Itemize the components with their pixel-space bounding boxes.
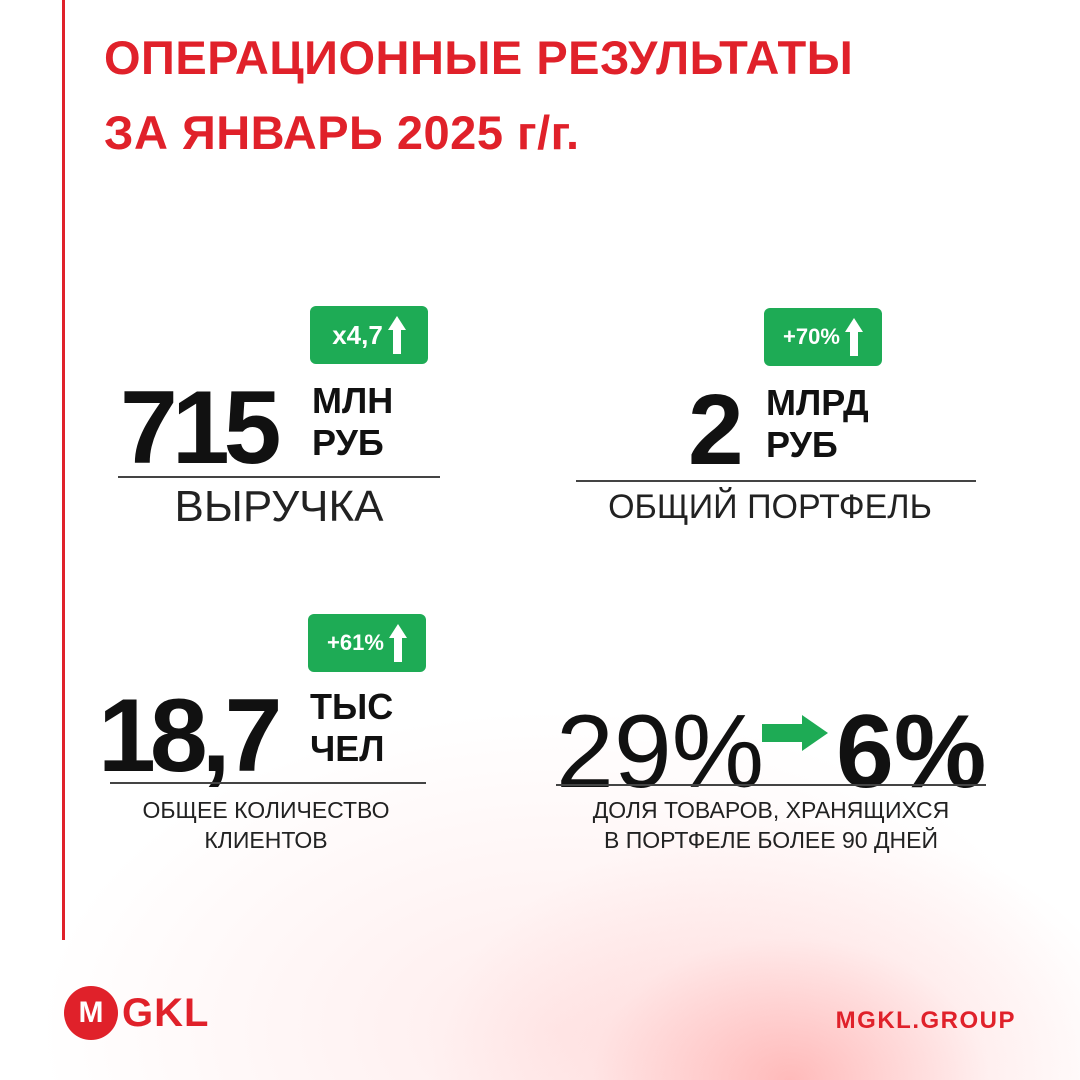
revenue-unit-line1: МЛН xyxy=(312,380,394,421)
clients-label: ОБЩЕЕ КОЛИЧЕСТВО КЛИЕНТОВ xyxy=(96,795,436,855)
arrow-up-icon xyxy=(388,624,407,662)
page-title-line1: ОПЕРАЦИОННЫЕ РЕЗУЛЬТАТЫ xyxy=(104,31,854,84)
arrow-up-icon xyxy=(387,316,406,354)
portfolio-growth-value: +70% xyxy=(783,324,840,349)
clients-growth-value: +61% xyxy=(327,630,384,655)
aged-share-label-line2: В ПОРТФЕЛЕ БОЛЕЕ 90 ДНЕЙ xyxy=(603,827,939,853)
aged-share-divider xyxy=(556,784,986,786)
accent-vertical-line xyxy=(62,0,65,940)
aged-share-to-value: 6% xyxy=(836,694,987,810)
revenue-value: 715 xyxy=(120,370,282,486)
page-title-line2: ЗА ЯНВАРЬ 2025 г/г. xyxy=(104,106,580,159)
clients-unit-line1: ТЫС xyxy=(310,686,394,727)
mgkl-logo: M GKL xyxy=(64,986,209,1040)
aged-share-from-value: 29% xyxy=(556,694,765,810)
clients-growth-badge: +61% xyxy=(308,614,426,672)
revenue-divider xyxy=(118,476,440,478)
clients-divider xyxy=(110,782,426,784)
portfolio-divider xyxy=(576,480,976,482)
aged-share-label-line1: ДОЛЯ ТОВАРОВ, ХРАНЯЩИХСЯ xyxy=(592,797,950,823)
revenue-label: ВЫРУЧКА xyxy=(174,482,384,531)
portfolio-unit-line1: МЛРД xyxy=(766,382,869,423)
clients-label-line1: ОБЩЕЕ КОЛИЧЕСТВО xyxy=(142,797,390,823)
clients-value: 18,7 xyxy=(98,678,282,794)
arrow-up-icon xyxy=(844,318,863,356)
logo-mark: M xyxy=(64,986,118,1040)
logo-text: GKL xyxy=(122,990,210,1035)
revenue-growth-value: x4,7 xyxy=(332,319,383,350)
revenue-unit-line2: РУБ xyxy=(312,422,384,463)
revenue-growth-badge: x4,7 xyxy=(310,306,428,364)
website-link[interactable]: MGKL.GROUP xyxy=(835,1007,1016,1034)
aged-share-label: ДОЛЯ ТОВАРОВ, ХРАНЯЩИХСЯ В ПОРТФЕЛЕ БОЛЕ… xyxy=(548,795,994,855)
portfolio-label: ОБЩИЙ ПОРТФЕЛЬ xyxy=(608,488,932,526)
arrow-right-icon xyxy=(762,715,828,751)
portfolio-value: 2 xyxy=(688,374,744,486)
clients-unit-line2: ЧЕЛ xyxy=(310,728,385,769)
portfolio-unit-line2: РУБ xyxy=(766,424,838,465)
clients-label-line2: КЛИЕНТОВ xyxy=(204,827,328,853)
portfolio-growth-badge: +70% xyxy=(764,308,882,366)
